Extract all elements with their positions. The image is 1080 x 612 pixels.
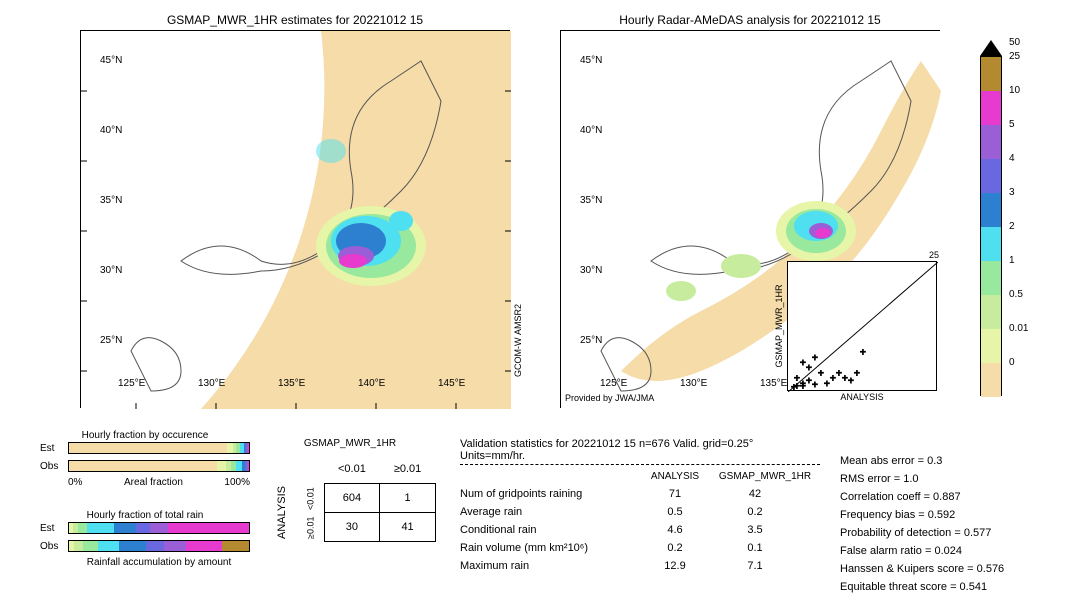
xlab: 140°E [358, 378, 385, 389]
svg-text:+: + [812, 380, 818, 391]
svg-text:+: + [800, 381, 806, 392]
right-map-footer: Provided by JWA/JMA [565, 393, 654, 403]
cell: 604 [324, 484, 380, 513]
ylab: 30°N [580, 265, 602, 276]
axis-label: Rainfall accumulation by amount [40, 557, 250, 568]
sat-label: GCOM-W AMSR2 [513, 304, 523, 377]
svg-text:+: + [812, 353, 818, 364]
ylab: 25°N [580, 335, 602, 346]
row-label: <0.01 [296, 484, 324, 513]
axis-label: Areal fraction [124, 477, 183, 488]
col-header: GSMAP_MWR_1HR [715, 471, 815, 482]
ylab: 25°N [100, 335, 122, 346]
svg-text:+: + [806, 363, 812, 374]
hourly-fraction-occurrence: Hourly fraction by occurence EstObs 0% A… [40, 430, 250, 488]
ylab: 45°N [100, 55, 122, 66]
contingency-table: <0.01≥0.01 ANALYSIS<0.016041 ≥0.013041 [268, 455, 436, 542]
hourly-fraction-rain: Hourly fraction of total rain EstObs Rai… [40, 510, 250, 568]
tick: 100% [224, 477, 250, 488]
svg-text:+: + [818, 368, 824, 379]
cell: 41 [380, 513, 435, 542]
scatter-xlabel: ANALYSIS [840, 392, 883, 402]
svg-text:+: + [854, 368, 860, 379]
ylab: 45°N [580, 55, 602, 66]
svg-text:+: + [800, 358, 806, 369]
scatter-ylabel: GSMAP_MWR_1HR [774, 284, 784, 367]
ylab: 35°N [100, 195, 122, 206]
left-map: GSMAP_MWR_1HR estimates for 20221012 15 … [80, 30, 510, 408]
stats-title: Validation statistics for 20221012 15 n=… [460, 438, 820, 462]
ylab: 40°N [100, 125, 122, 136]
xlab: 135°E [278, 378, 305, 389]
contingency-col-header: GSMAP_MWR_1HR [280, 438, 420, 449]
scatter-plot: ++++++++++++++++++ 25 ANALYSIS GSMAP_MWR… [787, 261, 937, 391]
xlab: 130°E [198, 378, 225, 389]
cell: 1 [380, 484, 435, 513]
row-label: ≥0.01 [296, 513, 324, 542]
validation-stats-main: Validation statistics for 20221012 15 n=… [460, 438, 820, 578]
ylab: 30°N [100, 265, 122, 276]
tick: 25 [929, 250, 939, 260]
left-map-svg [81, 31, 511, 409]
stats-header: ANALYSIS GSMAP_MWR_1HR [460, 471, 820, 482]
right-map-title: Hourly Radar-AMeDAS analysis for 2022101… [561, 13, 939, 27]
xlab: 130°E [680, 378, 707, 389]
col-label: <0.01 [324, 455, 380, 484]
chart-title: Hourly fraction by occurence [40, 430, 250, 441]
row-header: ANALYSIS [268, 484, 296, 542]
xlab: 125°E [118, 378, 145, 389]
ylab: 35°N [580, 195, 602, 206]
colorbar-top-arrow [980, 40, 1002, 56]
col-header: ANALYSIS [635, 471, 715, 482]
xlab: 145°E [438, 378, 465, 389]
svg-text:+: + [860, 348, 866, 359]
cell: 30 [324, 513, 380, 542]
ylab: 40°N [580, 125, 602, 136]
col-label: ≥0.01 [380, 455, 435, 484]
xlab: 125°E [600, 378, 627, 389]
tick: 0% [68, 477, 82, 488]
left-map-title: GSMAP_MWR_1HR estimates for 20221012 15 [81, 13, 509, 27]
validation-stats-side: Mean abs error = 0.3RMS error = 1.0Corre… [840, 455, 1060, 599]
xlab: 135°E [760, 378, 787, 389]
right-map: Hourly Radar-AMeDAS analysis for 2022101… [560, 30, 940, 408]
chart-title: Hourly fraction of total rain [40, 510, 250, 521]
